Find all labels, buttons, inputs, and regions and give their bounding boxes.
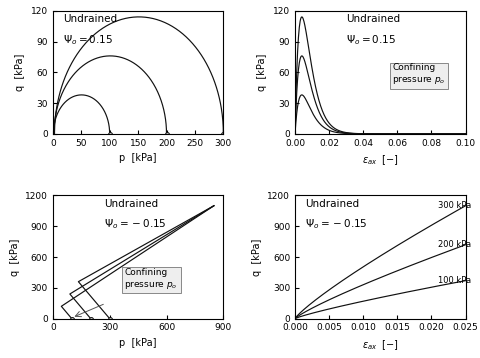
Text: Confining
pressure $p_o$: Confining pressure $p_o$ [124,268,178,290]
X-axis label: p  [kPa]: p [kPa] [120,338,157,348]
X-axis label: $\varepsilon_{ax}$  $[-]$: $\varepsilon_{ax}$ $[-]$ [362,338,399,352]
Y-axis label: q  [kPa]: q [kPa] [15,54,25,91]
Text: Undrained: Undrained [63,14,117,24]
Y-axis label: q  [kPa]: q [kPa] [10,238,20,276]
Text: $\Psi_o = -0.15$: $\Psi_o = -0.15$ [305,218,368,231]
Text: $\Psi_o = 0.15$: $\Psi_o = 0.15$ [63,33,113,47]
X-axis label: $\varepsilon_{ax}$  $[-]$: $\varepsilon_{ax}$ $[-]$ [362,153,399,167]
Text: Undrained: Undrained [104,199,158,209]
Text: Undrained: Undrained [346,14,400,24]
Y-axis label: q  [kPa]: q [kPa] [252,238,262,276]
Text: 300 kPa: 300 kPa [438,201,471,210]
Text: $\Psi_o = 0.15$: $\Psi_o = 0.15$ [346,33,396,47]
X-axis label: p  [kPa]: p [kPa] [120,153,157,163]
Text: 200 kPa: 200 kPa [438,240,471,249]
Text: $\Psi_o = -0.15$: $\Psi_o = -0.15$ [104,218,167,231]
Text: 100 kPa: 100 kPa [438,276,471,285]
Text: Confining
pressure $p_o$: Confining pressure $p_o$ [392,63,446,86]
Y-axis label: q  [kPa]: q [kPa] [257,54,267,91]
Text: Undrained: Undrained [305,199,360,209]
